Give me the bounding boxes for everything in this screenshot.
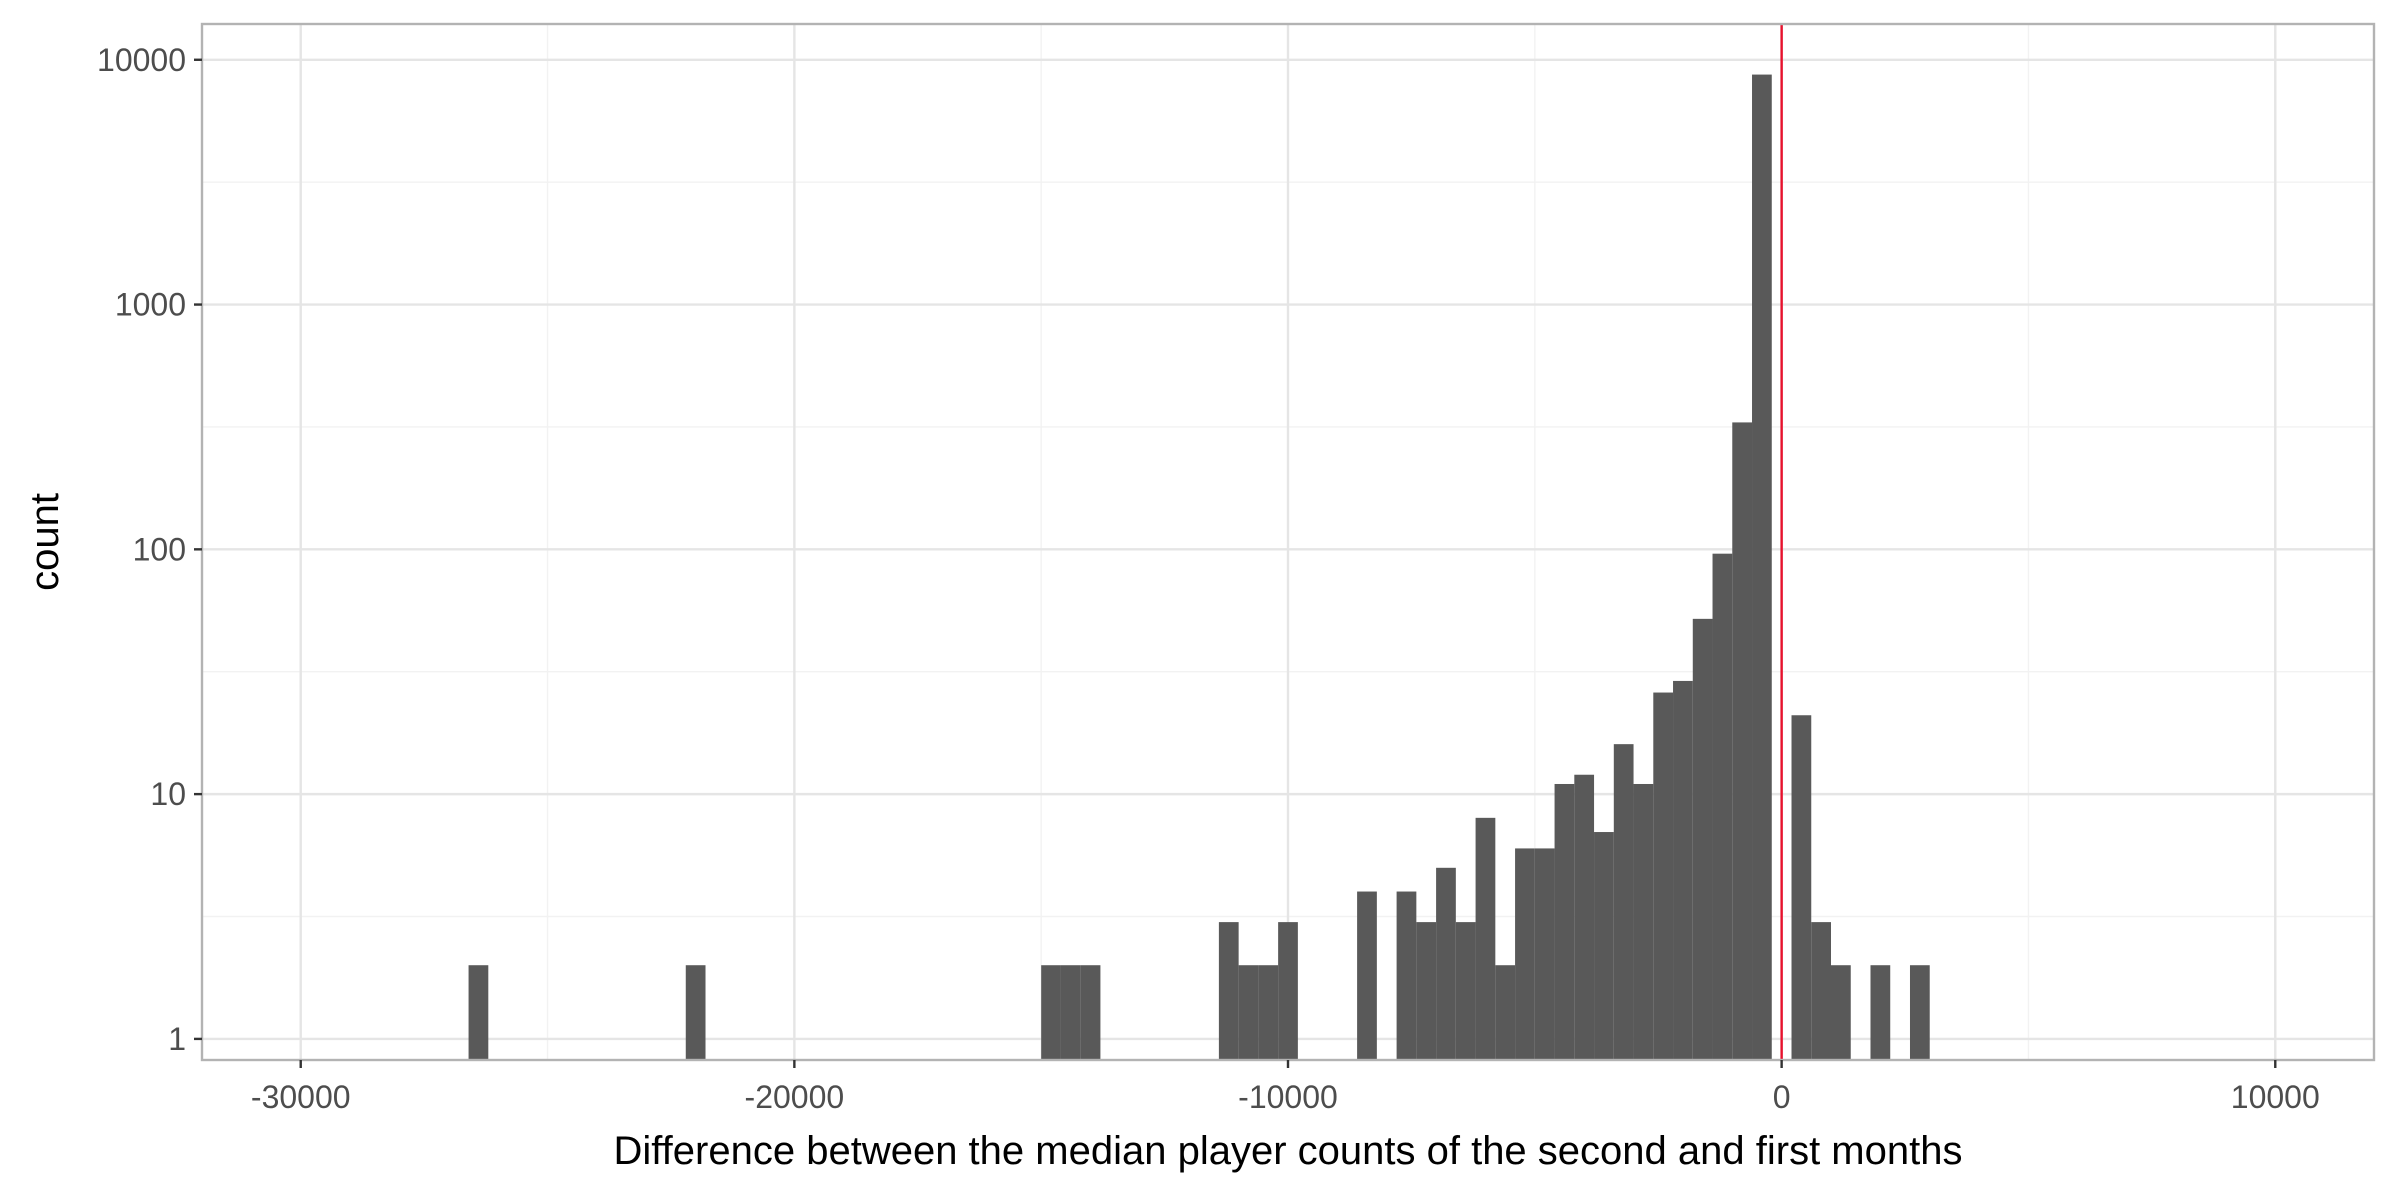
histogram-bar xyxy=(1357,891,1377,1060)
histogram-bar xyxy=(1041,965,1061,1060)
histogram-bar xyxy=(1909,965,1930,1060)
histogram-bar xyxy=(1475,817,1496,1060)
histogram-bar xyxy=(1416,922,1437,1060)
histogram-bar xyxy=(1831,965,1851,1060)
y-axis-title: count xyxy=(23,493,67,591)
histogram-bar xyxy=(1653,692,1674,1060)
histogram-bar xyxy=(1692,618,1713,1060)
histogram-bar xyxy=(1712,553,1733,1060)
histogram-bar xyxy=(1732,422,1753,1060)
histogram-bar xyxy=(685,965,706,1060)
histogram-bar xyxy=(1791,715,1812,1060)
histogram-bar xyxy=(1752,74,1772,1060)
y-tick-label: 1 xyxy=(168,1021,186,1057)
histogram-bar xyxy=(1218,922,1239,1060)
histogram-bar xyxy=(1396,891,1417,1060)
x-axis-ticks: -30000 -20000 -10000 0 10000 xyxy=(251,1060,2320,1115)
histogram-bar xyxy=(1080,965,1101,1060)
histogram-bar xyxy=(1811,922,1831,1060)
histogram-bar xyxy=(1278,922,1298,1060)
histogram-bar xyxy=(1495,965,1516,1060)
histogram-bar xyxy=(1060,965,1081,1060)
histogram-bars xyxy=(468,74,1930,1060)
histogram-bar xyxy=(1436,867,1456,1060)
y-tick-label: 10 xyxy=(150,776,186,812)
histogram-bar xyxy=(1455,922,1476,1060)
x-tick-label: -30000 xyxy=(251,1079,351,1115)
histogram-bar xyxy=(1633,783,1654,1060)
histogram-bar xyxy=(468,965,489,1060)
histogram-bar xyxy=(1594,832,1614,1060)
histogram-bar xyxy=(1238,965,1259,1060)
y-tick-label: 10000 xyxy=(97,42,186,78)
x-tick-label: 10000 xyxy=(2231,1079,2320,1115)
y-tick-label: 1000 xyxy=(115,287,186,323)
histogram-bar xyxy=(1673,680,1693,1060)
x-axis-title: Difference between the median player cou… xyxy=(614,1129,1963,1173)
histogram-bar xyxy=(1554,783,1575,1060)
y-axis-ticks: 1 10 100 1000 10000 xyxy=(97,42,202,1057)
histogram-bar xyxy=(1534,848,1555,1060)
x-tick-label: -10000 xyxy=(1238,1079,1338,1115)
histogram-bar xyxy=(1870,965,1891,1060)
x-tick-label: 0 xyxy=(1773,1079,1791,1115)
histogram-bar xyxy=(1574,774,1595,1060)
y-tick-label: 100 xyxy=(133,531,186,567)
histogram-bar xyxy=(1515,848,1535,1060)
histogram-bar xyxy=(1258,965,1279,1060)
histogram-bar xyxy=(1613,744,1634,1060)
x-tick-label: -20000 xyxy=(745,1079,845,1115)
